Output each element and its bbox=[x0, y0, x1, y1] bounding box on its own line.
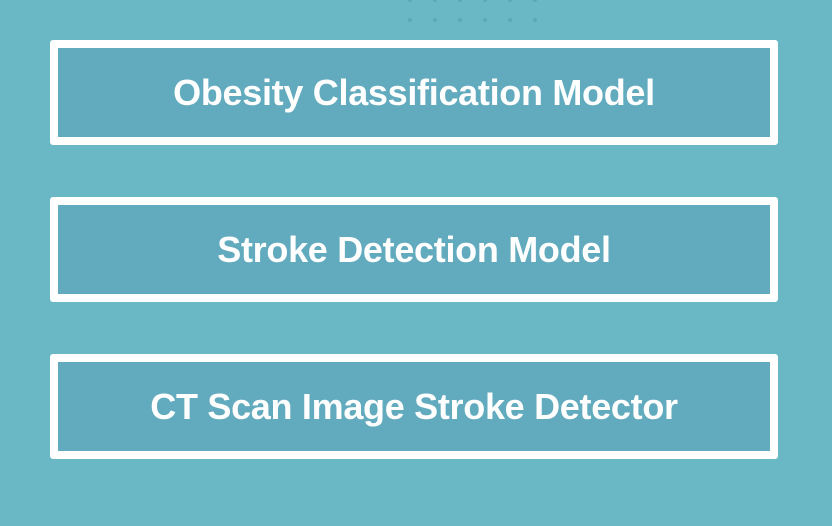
model-card-stroke-detection[interactable]: Stroke Detection Model bbox=[50, 197, 778, 302]
model-card-ct-scan-stroke-detector[interactable]: CT Scan Image Stroke Detector bbox=[50, 354, 778, 459]
model-card-label: Obesity Classification Model bbox=[173, 71, 655, 113]
model-list: Obesity Classification Model Stroke Dete… bbox=[50, 40, 778, 511]
decorative-dots bbox=[400, 0, 550, 26]
model-card-label: Stroke Detection Model bbox=[217, 228, 611, 270]
model-card-label: CT Scan Image Stroke Detector bbox=[150, 385, 678, 427]
model-card-obesity-classification[interactable]: Obesity Classification Model bbox=[50, 40, 778, 145]
